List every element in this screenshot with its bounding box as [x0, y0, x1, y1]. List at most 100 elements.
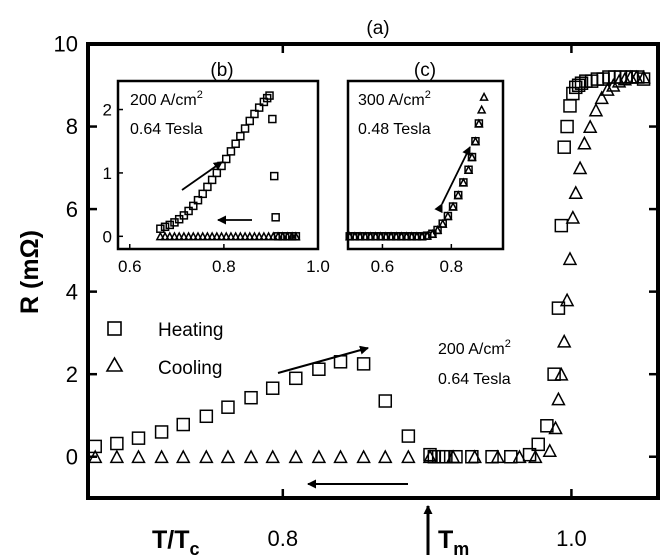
inset-b-cooling-point [230, 231, 241, 241]
inset-b-heating-point [226, 147, 236, 156]
inset-b-heating-point [231, 139, 240, 149]
legend-label-heating: Heating [158, 320, 224, 341]
main-cooling-point [356, 449, 371, 464]
main-cooling-point [582, 119, 598, 133]
main-cooling-point [577, 135, 592, 150]
main-cooling-point [265, 449, 280, 464]
inset-c-cooling-point [476, 104, 487, 114]
main-cooling-point [572, 160, 588, 175]
main-heating-point [131, 431, 146, 445]
inset-b-annotation-field: 0.64 Tesla [130, 121, 203, 138]
inset-c-title: (c) [414, 60, 436, 81]
main-cooling-point [175, 449, 191, 464]
inset-b-cooling-point [273, 231, 283, 241]
inset-b-cooling-point [165, 231, 175, 241]
inset-c-cooling-point [370, 231, 381, 241]
inset-c-annotation-current-sup: 2 [425, 89, 431, 101]
main-cooling-point [333, 449, 348, 464]
inset-b-cooling-point [226, 231, 236, 241]
inset-b-heating-point [250, 109, 259, 119]
inset-b-plot-area: 0.6 0.8 1.0 0 1 2 [103, 91, 330, 276]
main-heating-point [176, 417, 190, 432]
main-cooling-point [594, 90, 609, 105]
main-heating-point [356, 357, 371, 371]
inset-b-cooling-point [254, 231, 264, 241]
main-cooling-point [542, 443, 558, 457]
inset-b-cooling-point [268, 231, 279, 241]
main-cooling-point [154, 449, 169, 464]
y-axis-label: R (mΩ) [16, 230, 44, 314]
main-annotation-current-sup: 2 [505, 338, 511, 350]
inset-c-cooling-point [443, 211, 453, 221]
inset-b-heating-point [203, 182, 212, 192]
main-heating-point [574, 76, 589, 90]
inset-c-cooling-point [406, 231, 417, 241]
main-heating-point [439, 449, 453, 464]
inset-b-heating-point [179, 211, 189, 220]
heating-direction-arrow [277, 345, 369, 374]
inset-c-cooling-point [350, 231, 360, 241]
inset-b-x-tick-label: 0.6 [118, 257, 142, 276]
inset-c-cooling-point [396, 231, 407, 241]
main-cooling-point [422, 449, 438, 464]
main-cooling-point [554, 366, 569, 381]
inset-b-annotation-current-sup: 2 [197, 89, 203, 101]
inset-b-cooling-point [169, 231, 180, 241]
inset-b-y-tick-label: 0 [103, 227, 112, 246]
inset-b-cooling-point [202, 231, 213, 241]
inset-b-heating-point [268, 114, 277, 124]
main-heating-point [557, 140, 571, 154]
inset-b-cooling-point [155, 231, 166, 241]
inset-c-frame [346, 79, 505, 251]
main-cooling-point [512, 449, 527, 464]
legend-label-cooling: Cooling [158, 358, 222, 379]
main-annotation-current: 200 A/cm2 [438, 338, 511, 358]
tm-label: Tm [438, 526, 469, 559]
main-cooling-point [445, 449, 461, 464]
main-heating-point [110, 436, 124, 451]
inset-b-heating-point [221, 154, 231, 164]
main-annotation-field: 0.64 Tesla [438, 371, 511, 388]
inset-b-cooling-point [188, 231, 199, 241]
inset-b-x-tick-label: 1.0 [306, 257, 330, 276]
inset-b-cooling-point [193, 231, 203, 241]
inset-c-cooling-point [437, 218, 448, 228]
inset-b-cooling-point [212, 231, 222, 241]
inset-b-heating-point [254, 103, 264, 112]
inset-b-heating-point [236, 131, 245, 141]
tm-label-sub: m [453, 539, 469, 559]
legend: Heating Cooling [105, 320, 224, 379]
inset-b-heating-point [189, 201, 198, 211]
main-heating-point [423, 447, 437, 462]
main-y-tick-label: 2 [66, 362, 78, 387]
main-cooling-point [467, 449, 482, 464]
main-cooling-point [588, 102, 604, 117]
x-axis-label: T/Tc [152, 526, 200, 559]
main-heating-point [551, 301, 566, 315]
main-x-tick-label: 1.0 [556, 526, 587, 551]
main-cooling-point [551, 391, 566, 406]
inset-b-y-tick-label: 1 [103, 164, 112, 183]
y-axis-title: R (mΩ) [16, 230, 44, 314]
inset-b-heating-point [198, 189, 207, 199]
x-axis-label-sub: c [190, 539, 200, 559]
main-cooling-point [548, 420, 563, 435]
main-cooling-point [243, 449, 259, 464]
main-y-tick-label: 8 [66, 114, 78, 139]
inset-b-annotation-current-text: 200 A/cm [130, 92, 197, 109]
main-heating-point [547, 367, 561, 381]
tm-label-main: T [438, 526, 453, 554]
main-y-tick-label: 6 [66, 197, 78, 222]
inset-b-cooling-point [282, 231, 293, 241]
inset-b-heating-point [184, 206, 193, 216]
inset-b-heating-point [271, 213, 280, 222]
inset-b-cooling-point [259, 231, 269, 241]
inset-c-annotation-current: 300 A/cm2 [358, 89, 431, 109]
inset-c-annotation-field: 0.48 Tesla [358, 121, 431, 138]
inset-b-heating-point [245, 116, 255, 126]
main-cooling-point [600, 82, 615, 96]
main-y-tick-label: 4 [66, 279, 78, 304]
inset-b-heating-arrow [181, 161, 223, 191]
main-heating-point [378, 394, 393, 408]
